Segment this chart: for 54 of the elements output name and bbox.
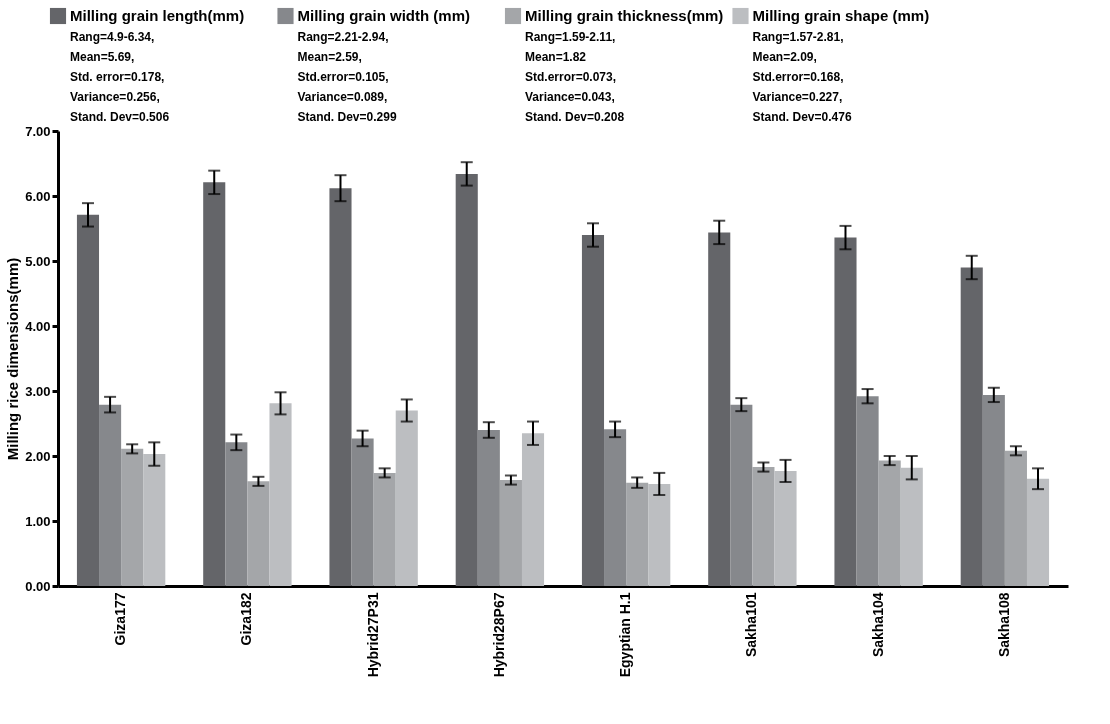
y-tick-label: 1.00 <box>25 513 51 529</box>
text: Rang=1.57-2.81, Mean=2.09, Std.error=0.168, Variance=0.227, Stand. Dev=0.476 <box>752 30 852 124</box>
bar <box>395 410 418 586</box>
y-tick-label: 0.00 <box>25 578 51 594</box>
bar <box>856 396 879 586</box>
bar <box>730 404 753 586</box>
bar <box>499 480 522 586</box>
y-tick-label: 5.00 <box>25 253 51 269</box>
bar <box>455 173 478 586</box>
bar <box>477 430 500 586</box>
x-tick-label: Hybrid27P31 <box>364 592 381 678</box>
x-tick-label: Giza177 <box>112 592 129 646</box>
bar <box>203 182 226 586</box>
x-tick-label: Sakha101 <box>743 592 760 658</box>
x-tick-label: Giza182 <box>238 592 255 646</box>
bar <box>99 404 122 586</box>
bar <box>648 483 671 586</box>
bar <box>329 188 352 586</box>
y-tick-label: 4.00 <box>25 318 51 334</box>
bar <box>1026 478 1050 586</box>
text: Rang=2.21-2.94, Mean=2.59, Std.error=0.105, Variance=0.089, Stand. Dev=0.299 <box>297 30 397 124</box>
text: Rang=4.9-6.34, Mean=5.69, Std. error=0.178, Variance=0.256, Stand. Dev=0.506 <box>70 30 170 124</box>
legend-label: Milling grain thickness(mm) <box>525 7 724 24</box>
bar <box>225 442 248 586</box>
bar <box>626 482 649 586</box>
bar <box>269 403 292 586</box>
bar <box>878 460 901 586</box>
legend-label: Milling grain width (mm) <box>297 7 470 24</box>
y-tick-label: 2.00 <box>25 448 51 464</box>
bar <box>247 481 270 586</box>
bar <box>521 433 545 586</box>
bar <box>900 467 923 586</box>
x-tick-label: Sakha108 <box>995 592 1012 658</box>
y-axis-title: Milling rice dimensions(mm) <box>4 257 22 461</box>
bar <box>76 214 100 586</box>
y-tick-label: 6.00 <box>25 188 51 204</box>
legend-label: Milling grain length(mm) <box>70 7 245 24</box>
bar <box>774 470 797 586</box>
bar <box>708 232 731 586</box>
bar <box>581 235 605 586</box>
bar <box>982 394 1005 586</box>
bar <box>834 237 857 586</box>
x-tick-label: Sakha104 <box>869 592 886 658</box>
x-tick-label: Egyptian H.1 <box>617 592 634 678</box>
bar <box>960 267 983 586</box>
legend-label: Milling grain shape (mm) <box>752 7 930 24</box>
bar <box>752 467 775 586</box>
bar <box>351 438 374 586</box>
y-tick-label: 3.00 <box>25 383 51 399</box>
x-tick-label: Hybrid28P67 <box>490 592 507 678</box>
y-tick-label: 7.00 <box>25 123 51 139</box>
bar <box>604 429 627 586</box>
bar <box>143 454 166 586</box>
text: Rang=1.59-2.11, Mean=1.82 Std.error=0.073, Variance=0.043, Stand. Dev=0.208 <box>525 30 625 124</box>
